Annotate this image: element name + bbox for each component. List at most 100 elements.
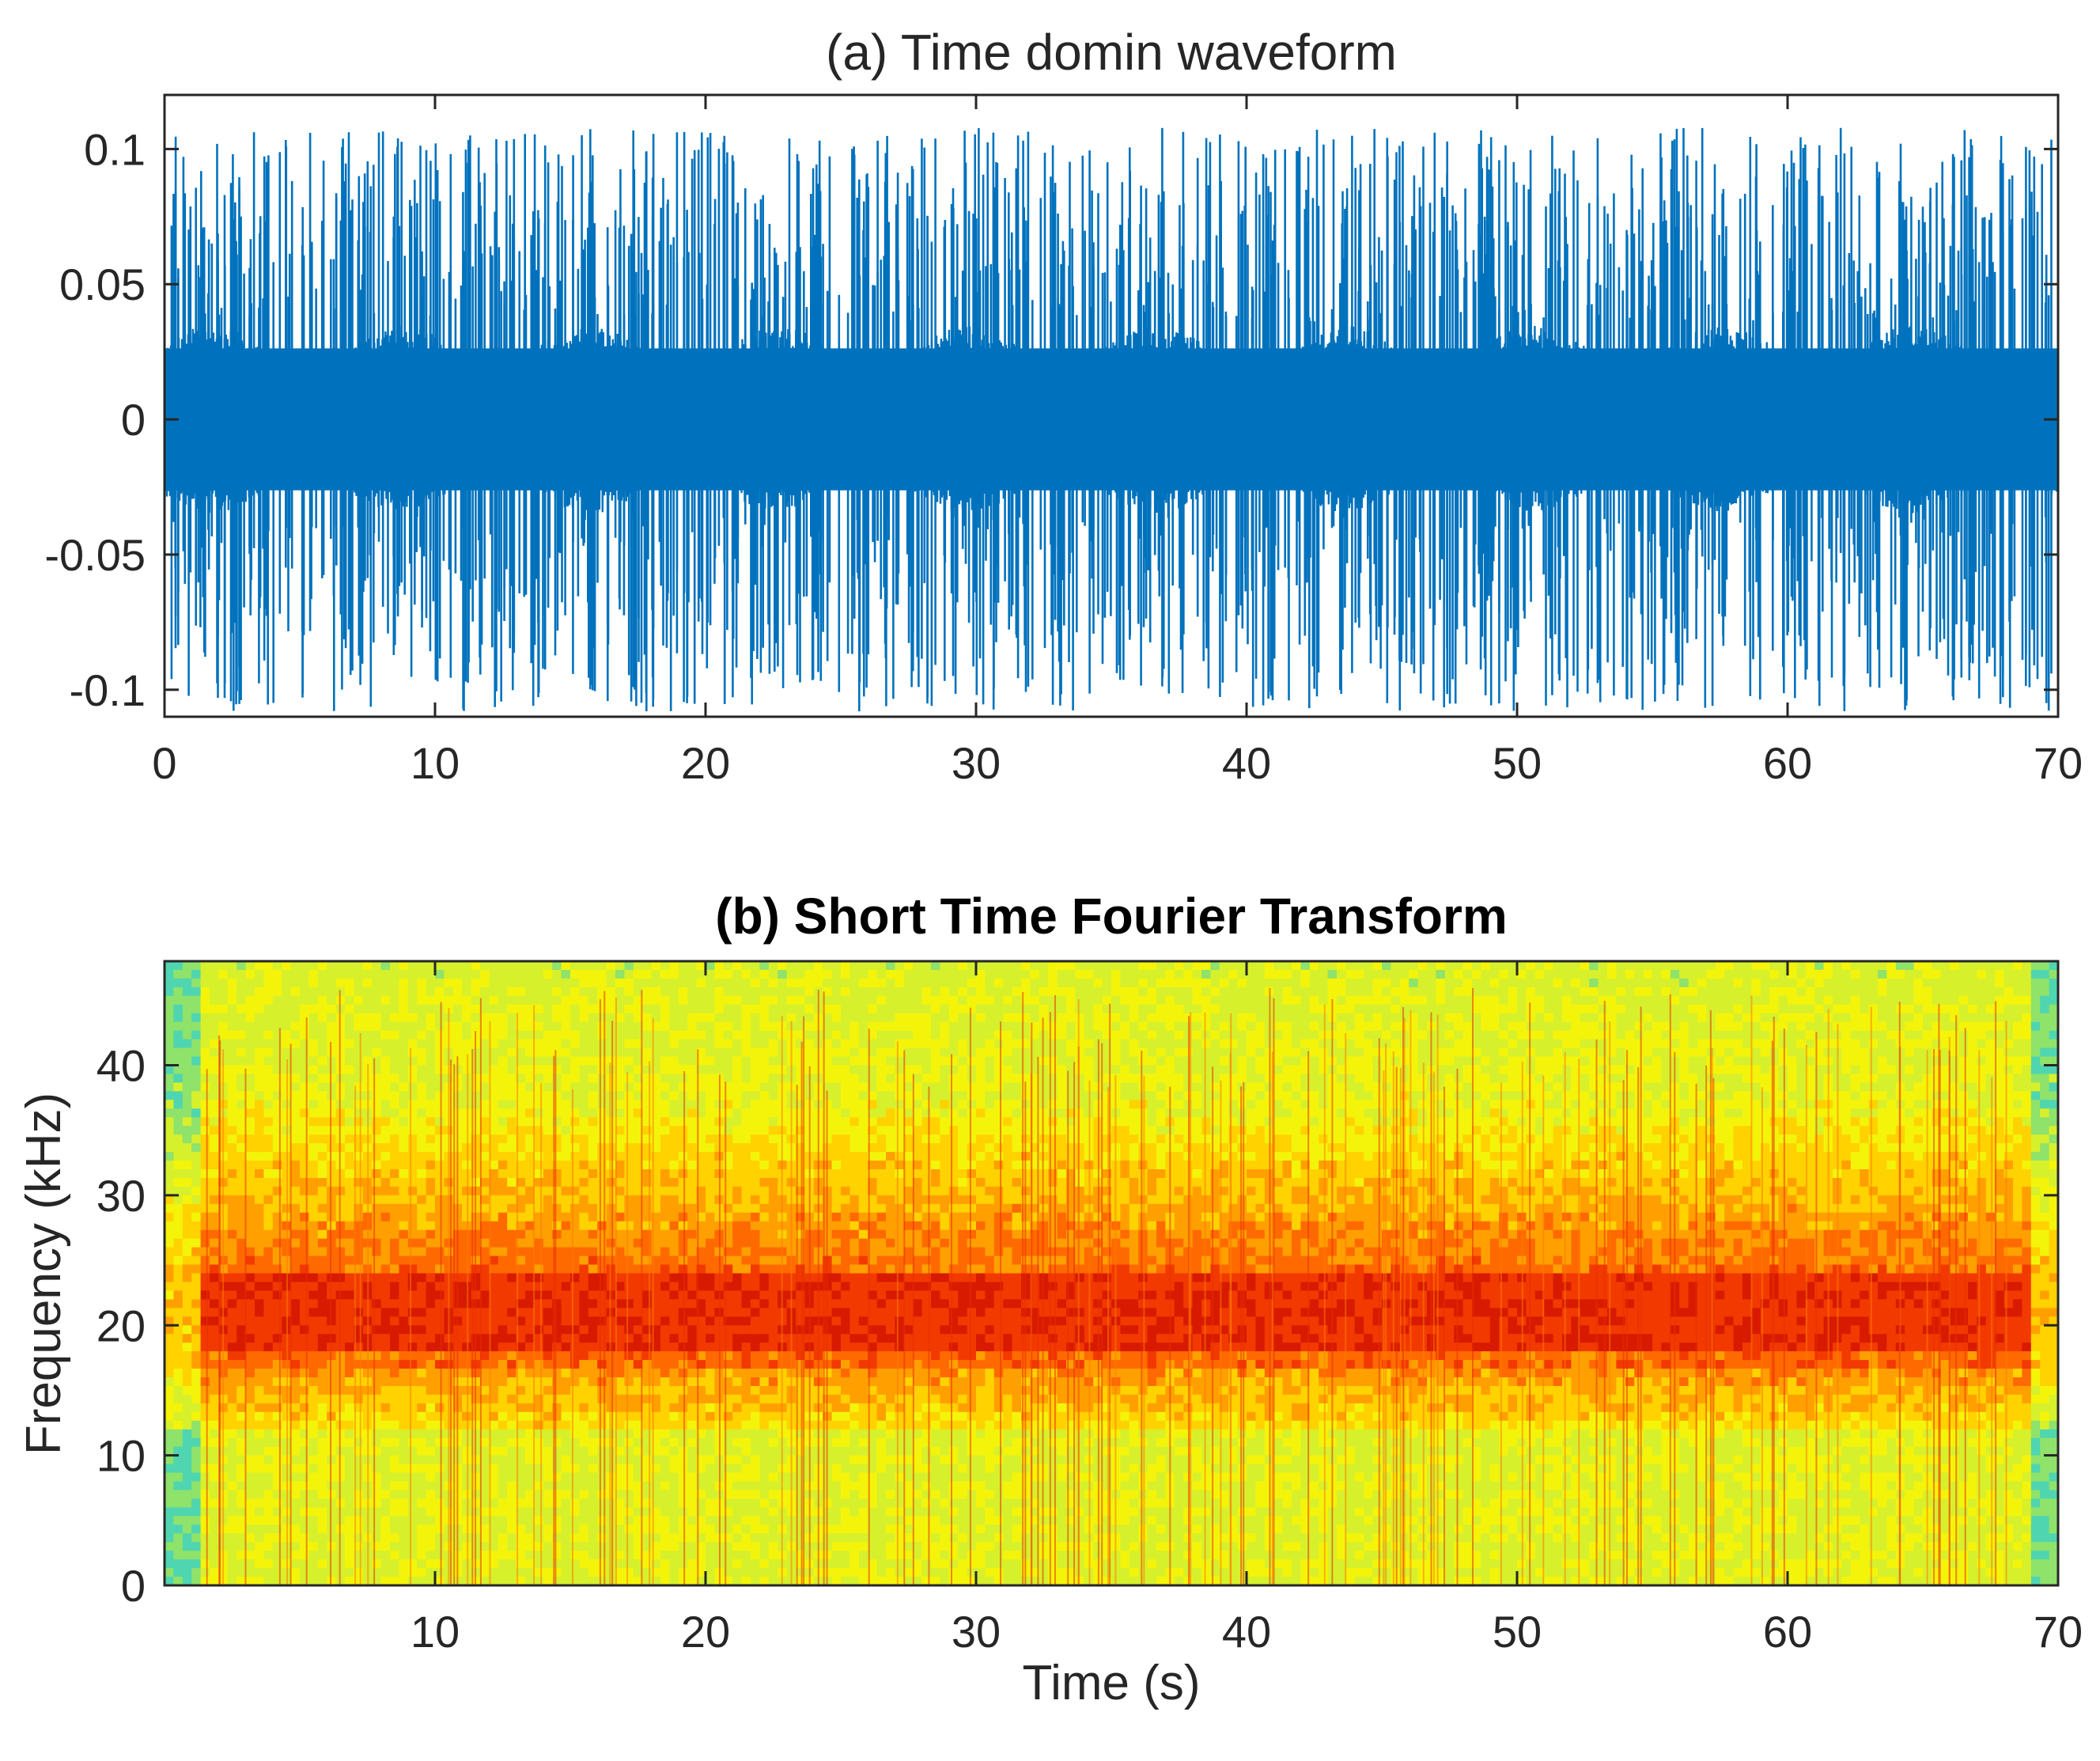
heatmap-cell	[579, 1343, 589, 1352]
heatmap-cell	[390, 1369, 399, 1378]
heatmap-cell	[417, 1134, 427, 1144]
heatmap-cell	[597, 1334, 607, 1343]
heatmap-cell	[525, 1290, 535, 1300]
heatmap-cell	[489, 1203, 499, 1214]
heatmap-cell	[606, 1377, 616, 1387]
heatmap-cell	[290, 1524, 301, 1534]
heatmap-cell	[561, 1542, 571, 1551]
heatmap-cell	[561, 1455, 571, 1465]
heatmap-cell	[489, 1247, 499, 1257]
heatmap-cell	[407, 1255, 418, 1266]
heatmap-cell	[489, 1126, 499, 1135]
heatmap-cell	[426, 1472, 436, 1483]
heatmap-cell	[507, 1351, 517, 1361]
heatmap-cell	[227, 1481, 237, 1491]
heatmap-cell	[290, 1117, 301, 1127]
heatmap-cell	[417, 1169, 427, 1179]
heatmap-cell	[380, 1126, 391, 1135]
heatmap-cell	[651, 1030, 661, 1040]
heatmap-cell	[327, 1437, 337, 1448]
heatmap-cell	[399, 1134, 409, 1144]
heatmap-cell	[417, 1516, 427, 1525]
heatmap-cell	[407, 1221, 418, 1231]
heatmap-cell	[354, 1472, 364, 1483]
heatmap-cell	[570, 1394, 580, 1404]
heatmap-cell	[227, 1446, 237, 1456]
heatmap-cell	[263, 1195, 274, 1205]
heatmap-cell	[236, 1143, 247, 1153]
heatmap-cell	[327, 1021, 337, 1032]
heatmap-cell	[308, 1455, 319, 1465]
heatmap-cell	[660, 1472, 670, 1483]
heatmap-cell	[498, 1238, 508, 1248]
heatmap-cell	[507, 1004, 517, 1014]
heatmap-cell	[651, 1316, 661, 1326]
heatmap-cell	[372, 1507, 382, 1517]
heatmap-cell	[651, 1360, 661, 1369]
heatmap-cell	[372, 1369, 382, 1378]
heatmap-cell	[218, 1013, 229, 1023]
heatmap-cell	[525, 1437, 535, 1448]
heatmap-cell	[516, 1273, 526, 1283]
heatmap-cell	[372, 1360, 382, 1369]
heatmap-cell	[191, 1455, 202, 1465]
heatmap-cell	[263, 1161, 274, 1170]
heatmap-cell	[570, 1403, 580, 1413]
heatmap-cell	[200, 1247, 210, 1257]
heatmap-cell	[345, 1126, 354, 1135]
heatmap-cell	[191, 1369, 202, 1378]
heatmap-cell	[390, 1516, 399, 1525]
heatmap-cell	[633, 1169, 643, 1179]
heatmap-cell	[255, 1516, 264, 1525]
heatmap-cell	[165, 1524, 174, 1534]
heatmap-cell	[633, 1004, 643, 1014]
heatmap-cell	[236, 1221, 247, 1231]
heatmap-cell	[606, 1343, 616, 1352]
heatmap-cell	[407, 1377, 418, 1387]
heatmap-cell	[615, 1091, 625, 1100]
heatmap-cell	[290, 1334, 301, 1343]
heatmap-cell	[210, 1229, 219, 1240]
heatmap-cell	[354, 1134, 364, 1144]
heatmap-cell	[245, 1533, 255, 1543]
heatmap-cell	[561, 1446, 571, 1456]
heatmap-cell	[660, 1178, 670, 1187]
heatmap-cell	[399, 1178, 409, 1187]
heatmap-cell	[345, 961, 354, 971]
heatmap-cell	[255, 1039, 264, 1049]
heatmap-cell	[498, 1411, 508, 1422]
heatmap-cell	[165, 1411, 174, 1422]
heatmap-cell	[345, 1325, 354, 1335]
heatmap-cell	[669, 1004, 679, 1014]
heatmap-cell	[308, 995, 319, 1005]
heatmap-cell	[426, 978, 436, 988]
heatmap-cell	[263, 1533, 274, 1543]
heatmap-cell	[579, 1178, 589, 1187]
heatmap-cell	[507, 1334, 517, 1343]
heatmap-cell	[597, 1316, 607, 1326]
heatmap-cell	[173, 1542, 184, 1551]
heatmap-cell	[597, 987, 607, 997]
heatmap-cell	[182, 1551, 192, 1560]
heatmap-cell	[300, 1524, 309, 1534]
heatmap-cell	[633, 1021, 643, 1032]
heatmap-cell	[236, 978, 247, 988]
heatmap-cell	[327, 1074, 337, 1084]
heatmap-cell	[263, 1039, 274, 1049]
heatmap-cell	[327, 1308, 337, 1317]
heatmap-cell	[200, 1100, 210, 1109]
heatmap-cell	[480, 1074, 490, 1084]
heatmap-cell	[480, 1377, 490, 1387]
heatmap-cell	[255, 1429, 264, 1439]
heatmap-cell	[290, 1152, 301, 1161]
heatmap-cell	[498, 1299, 508, 1308]
heatmap-cell	[354, 1369, 364, 1378]
heatmap-cell	[452, 1039, 463, 1049]
heatmap-cell	[543, 1334, 553, 1343]
heatmap-cell	[615, 1464, 625, 1474]
heatmap-cell	[615, 1047, 625, 1058]
heatmap-cell	[245, 1091, 255, 1100]
heatmap-cell	[165, 1377, 174, 1387]
heatmap-cell	[354, 1411, 364, 1422]
heatmap-cell	[426, 1481, 436, 1491]
